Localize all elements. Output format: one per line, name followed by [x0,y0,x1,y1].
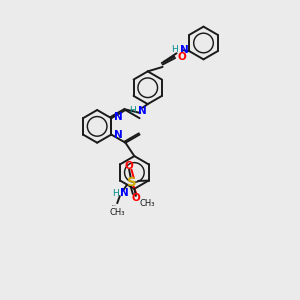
Text: H: H [112,189,118,198]
Text: H: H [171,45,178,54]
Text: S: S [128,176,137,189]
Text: methyl: methyl [112,205,117,206]
Text: N: N [114,130,122,140]
Text: N: N [120,188,129,198]
Text: N: N [138,106,147,116]
Text: O: O [124,161,133,171]
Text: CH₃: CH₃ [140,199,155,208]
Text: CH₃: CH₃ [110,208,125,217]
Text: N: N [114,112,122,122]
Text: N: N [179,45,188,55]
Text: O: O [177,52,186,61]
Text: O: O [131,193,140,203]
Text: H: H [129,106,136,115]
